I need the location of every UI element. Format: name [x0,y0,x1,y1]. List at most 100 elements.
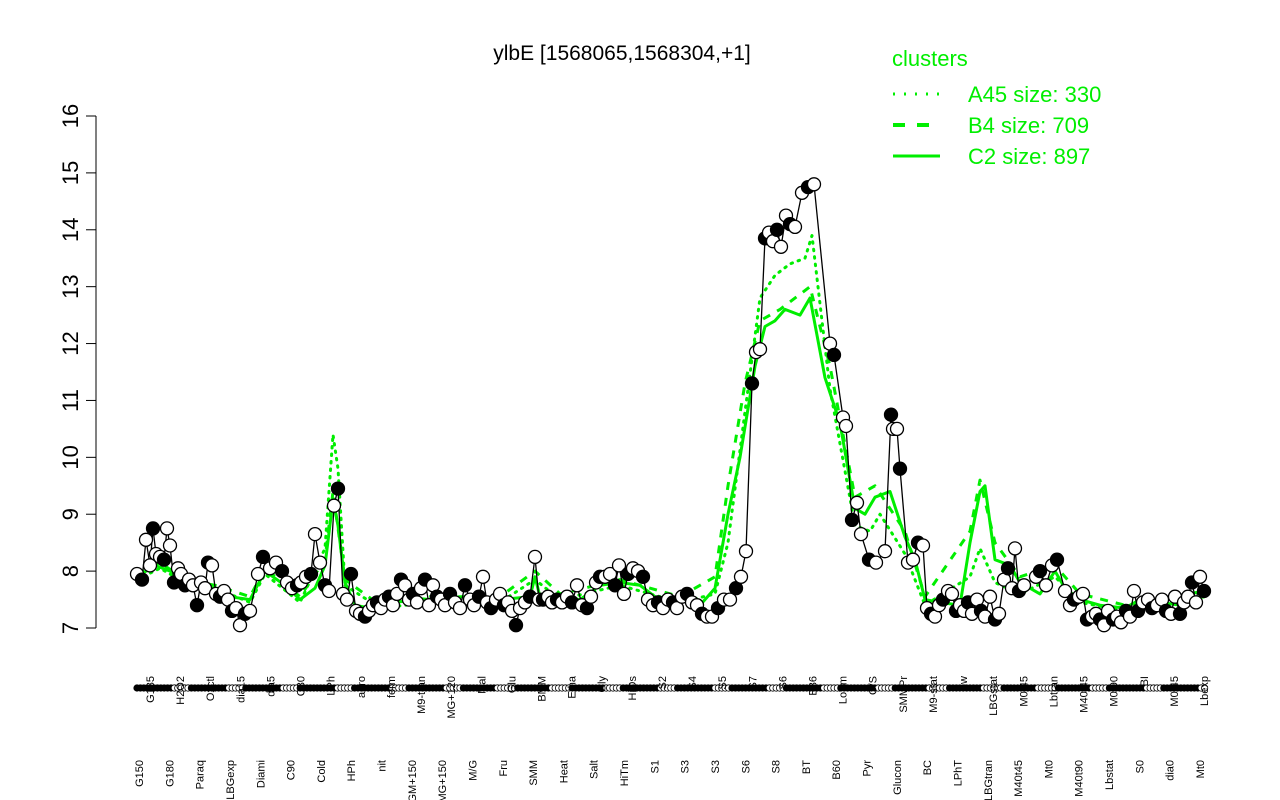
x-tick-label: G/S [868,676,880,695]
x-tick-label: BC [922,760,934,775]
data-point [134,572,150,587]
data-point [849,495,865,510]
y-tick-label: 12 [58,331,83,355]
data-point [733,569,749,584]
data-point [1126,583,1142,599]
data-point [877,544,893,559]
data-point [1016,578,1032,593]
data-point [250,566,266,582]
data-point [1192,569,1208,584]
x-tick-label: G180 [164,760,176,787]
y-tick-label: 15 [58,161,83,185]
y-axis: 7 8 9 10 11 12 13 14 15 16 [58,104,97,634]
data-point [1038,578,1054,593]
x-tick-label: aero [356,676,368,698]
x-tick-label: M9-stat [928,676,940,713]
data-point [838,418,854,434]
x-tick-label: B36 [808,676,820,696]
x-tick-label: SMMPr [898,676,910,713]
x-tick-label: Lbexp [1199,676,1211,706]
data-point [844,512,860,528]
data-point [607,578,623,593]
x-tick-label: dia15 [235,676,247,703]
x-tick-label: G150 [134,760,146,787]
x-tick-label: S0 [1134,760,1146,773]
cluster-line-solid [136,296,1206,610]
data-point [307,526,323,542]
x-tick-label: S4 [687,676,699,689]
x-tick-label: M40t45 [1079,676,1091,713]
x-tick-label: GM+150 [407,760,419,800]
y-tick-label: 11 [58,389,83,412]
data-point [162,538,178,553]
data-point [1188,595,1204,610]
x-tick-label: HiOs [627,676,639,701]
data-point [616,586,632,602]
x-tick-label: dia0 [1165,760,1177,781]
data-point [242,603,258,619]
data-point [752,342,768,357]
x-tick-label: ferm [386,676,398,698]
x-tick-label: S1 [649,760,661,773]
x-tick-label: Glucon [892,760,904,795]
legend-entry-a45: A45 size: 330 [968,82,1101,107]
cluster-line-dashed [136,285,1206,607]
x-tick-label: Heat [558,760,570,783]
data-point [1075,586,1091,602]
x-tick-label: LBGexp [225,760,237,800]
data-point [409,595,425,610]
data-point [397,578,413,593]
data-point [1032,563,1048,579]
x-tick-label: BMM [537,676,549,702]
x-tick-label: Fru [498,760,510,777]
data-point [892,461,908,476]
x-tick-label: S2 [657,676,669,689]
data-point [343,566,359,582]
data-point [1000,561,1016,576]
x-axis-labels: G135 H2O2 Oxctl dia15 dia5 C30 LPh aero ferm M9-t… [134,675,1211,800]
x-tick-label: Pyr [862,760,874,777]
x-tick-label: LBGstat [988,676,1000,716]
y-tick-label: 8 [58,565,83,577]
x-tick-label: Lbtran [1048,676,1060,707]
data-point [635,569,651,584]
data-point [326,498,342,513]
x-tick-label: B60 [831,760,843,780]
data-point [787,219,803,235]
data-point [744,376,760,391]
data-point [189,598,205,613]
y-tick-label: 16 [58,104,83,128]
data-point [722,592,738,607]
x-tick-label: nit [377,760,389,772]
data-point [806,177,822,192]
x-tick-label: dia5 [266,676,278,697]
x-tick-label: LPh [326,676,338,696]
data-point [303,566,319,582]
data-point [312,555,328,570]
data-point [944,586,960,602]
data-point [330,481,346,496]
x-tick-label: MG+120 [446,676,458,719]
x-tick-label: M0t45 [1018,676,1030,707]
y-tick-label: 14 [58,218,83,242]
x-tick-label: Mt0 [1043,760,1055,778]
data-point [508,618,524,633]
sample-points [129,177,1212,633]
x-tick-label: C30 [296,676,308,696]
data-point [457,578,473,593]
x-tick-label: Sw [958,676,970,691]
data-point [769,222,785,237]
sample-line [136,183,1205,628]
x-tick-label: SMM [528,760,540,786]
x-tick-label: Mt0 [1195,760,1207,778]
x-tick-label: MG+150 [437,760,449,800]
x-tick-label: LBGtran [983,760,995,800]
data-point [991,606,1007,621]
x-tick-label: S5 [717,676,729,689]
x-tick-label: HPh [346,760,358,781]
x-tick-label: H2O2 [175,676,187,705]
y-tick-label: 7 [58,622,83,634]
x-tick-label: M/G [468,760,480,781]
data-point [905,552,921,567]
